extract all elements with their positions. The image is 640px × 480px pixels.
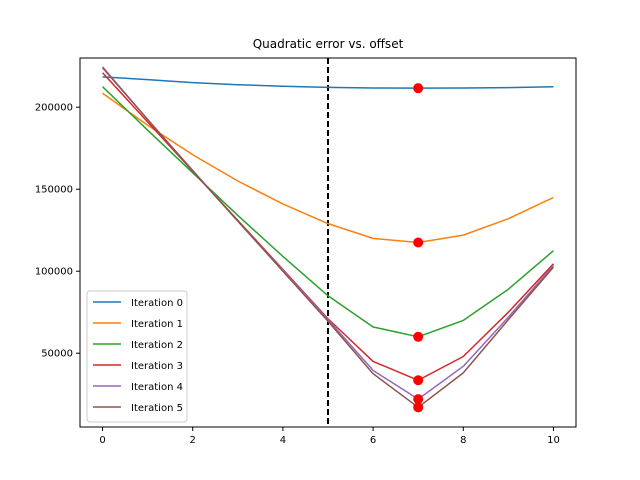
chart-title: Quadratic error vs. offset (253, 37, 404, 51)
legend-label-5: Iteration 5 (131, 403, 183, 414)
legend: Iteration 0 Iteration 1 Iteration 2 Iterati… (86, 290, 188, 423)
x-axis: 0 2 4 6 8 10 (99, 427, 560, 446)
series-line-1 (102, 92, 554, 244)
marker-group (413, 83, 424, 413)
min-marker-1 (413, 237, 424, 248)
min-marker-2 (413, 331, 424, 342)
legend-label-2: Iteration 2 (131, 340, 183, 351)
series-line-5 (101, 66, 555, 409)
x-tick-label: 2 (190, 435, 196, 446)
x-tick-label: 4 (280, 435, 286, 446)
y-tick-label: 50000 (41, 349, 73, 360)
x-tick-label: 8 (460, 435, 466, 446)
min-marker-5 (413, 402, 424, 413)
series-line-2 (102, 86, 554, 338)
x-tick-label: 6 (370, 435, 376, 446)
y-axis: 50000 100000 150000 200000 (35, 103, 80, 360)
min-marker-3 (413, 375, 424, 386)
min-marker-0 (413, 83, 424, 94)
plot-frame (79, 57, 577, 428)
x-tick-label: 10 (547, 435, 560, 446)
legend-label-1: Iteration 1 (131, 319, 183, 330)
series-line-0 (102, 76, 554, 89)
series-group (101, 66, 555, 409)
legend-label-4: Iteration 4 (131, 382, 183, 393)
legend-label-0: Iteration 0 (131, 298, 183, 309)
y-tick-label: 150000 (35, 185, 73, 196)
y-tick-label: 100000 (35, 267, 73, 278)
x-tick-label: 0 (99, 435, 105, 446)
min-marker-4 (413, 394, 424, 405)
y-tick-label: 200000 (35, 103, 73, 114)
legend-label-3: Iteration 3 (131, 361, 183, 372)
